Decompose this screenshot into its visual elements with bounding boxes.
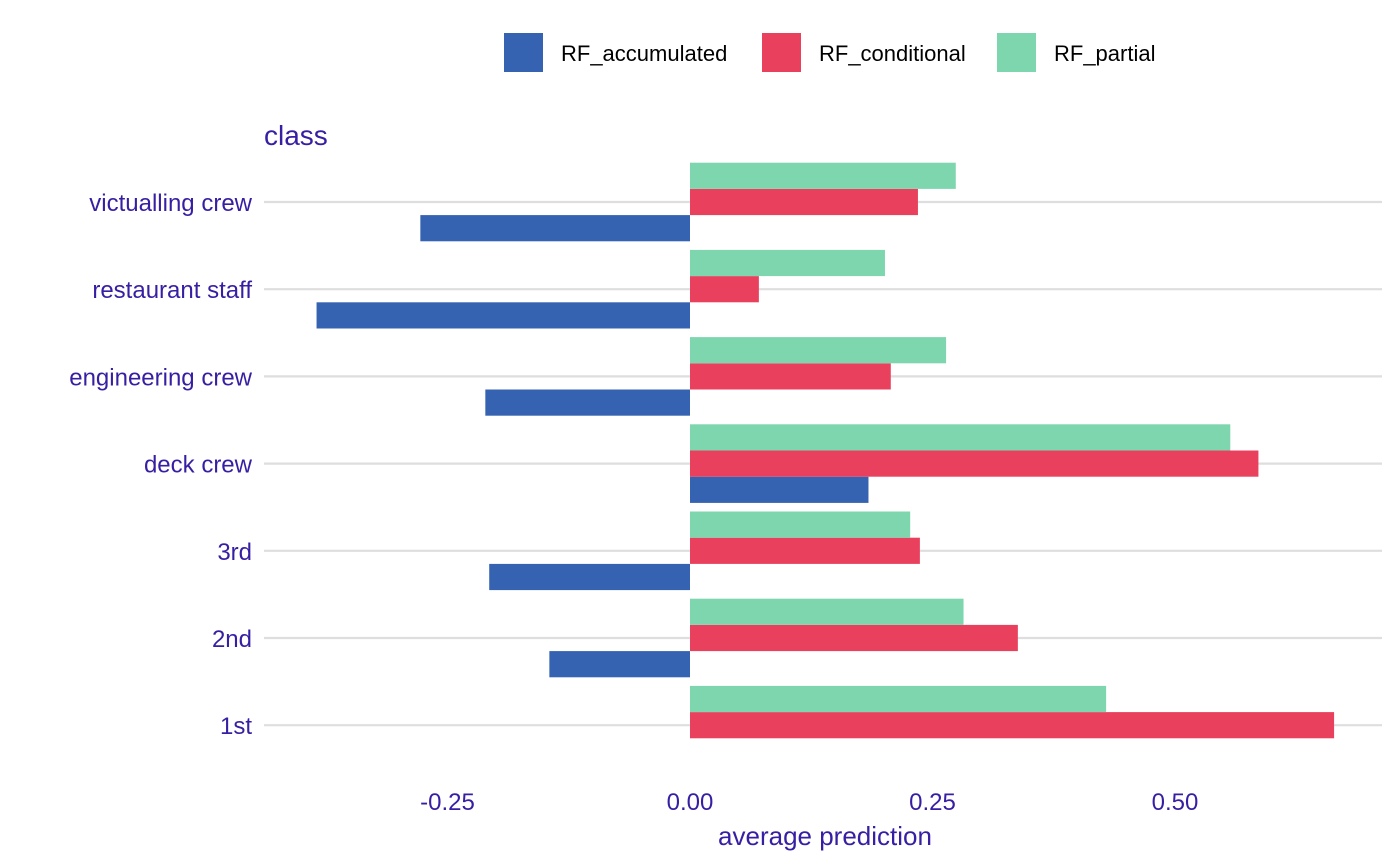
legend-item-rf-accumulated: RF_accumulated — [504, 33, 727, 72]
x-axis-label: average prediction — [718, 821, 932, 851]
y-axis-labels: victualling crew restaurant staff engineer… — [69, 190, 252, 740]
legend-item-rf-conditional: RF_conditional — [762, 33, 966, 72]
category-label-2nd: 2nd — [212, 626, 252, 653]
bar-rf-accumulated-victualling-crew — [420, 215, 690, 242]
bar-rf-conditional-deck-crew — [690, 450, 1259, 477]
bar-rf-accumulated-deck-crew — [690, 476, 869, 503]
legend-swatch — [997, 33, 1036, 72]
category-label-1st: 1st — [220, 713, 252, 740]
x-tick-label: 0.25 — [909, 789, 956, 816]
bar-rf-conditional-restaurant-staff — [690, 276, 759, 303]
x-axis-tick-labels: -0.25 0.00 0.25 0.50 — [420, 789, 1198, 816]
legend-swatch — [762, 33, 801, 72]
bar-rf-accumulated-engineering-crew — [485, 389, 690, 416]
bar-rf-conditional-engineering-crew — [690, 363, 891, 390]
bar-rf-conditional-victualling-crew — [690, 188, 918, 216]
bars — [316, 162, 1335, 739]
bar-rf-partial-3rd — [690, 511, 911, 538]
legend-item-rf-partial: RF_partial — [997, 33, 1155, 72]
bar-rf-partial-deck-crew — [690, 424, 1231, 451]
category-label-restaurant-staff: restaurant staff — [92, 277, 252, 304]
x-tick-label: 0.50 — [1152, 789, 1199, 816]
bar-rf-conditional-1st — [690, 712, 1335, 739]
chart-legend: RF_accumulated RF_conditional RF_partial — [504, 33, 1155, 72]
x-tick-label: -0.25 — [420, 789, 475, 816]
bar-rf-accumulated-2nd — [549, 651, 690, 678]
legend-label: RF_accumulated — [561, 41, 727, 66]
bar-rf-conditional-2nd — [690, 624, 1018, 652]
category-label-engineering-crew: engineering crew — [69, 364, 252, 391]
category-label-3rd: 3rd — [217, 539, 252, 566]
bar-rf-partial-engineering-crew — [690, 337, 947, 364]
bar-rf-accumulated-restaurant-staff — [316, 302, 690, 329]
bar-rf-accumulated-3rd — [489, 563, 690, 591]
bar-rf-partial-restaurant-staff — [690, 249, 885, 277]
bar-rf-partial-2nd — [690, 598, 964, 625]
category-label-deck-crew: deck crew — [144, 452, 253, 479]
bar-rf-partial-1st — [690, 685, 1107, 713]
legend-label: RF_partial — [1054, 41, 1155, 66]
category-label-victualling-crew: victualling crew — [89, 190, 252, 217]
legend-label: RF_conditional — [819, 41, 966, 66]
bar-rf-partial-victualling-crew — [690, 162, 956, 189]
x-tick-label: 0.00 — [667, 789, 714, 816]
legend-swatch — [504, 33, 543, 72]
bar-rf-conditional-3rd — [690, 537, 920, 564]
panel-title: class — [264, 120, 328, 151]
